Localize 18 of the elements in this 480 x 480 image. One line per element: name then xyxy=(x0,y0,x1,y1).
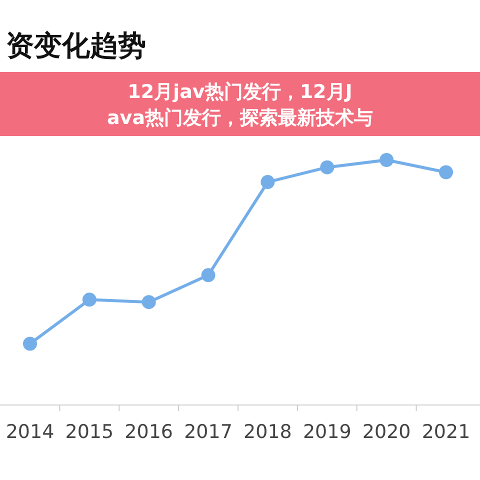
x-tick-label: 2018 xyxy=(244,421,292,443)
chart-title: 资变化趋势 xyxy=(6,29,146,62)
x-tick-label: 2014 xyxy=(6,421,54,443)
point xyxy=(380,153,394,167)
point xyxy=(142,295,156,310)
point xyxy=(82,292,96,307)
point xyxy=(23,336,37,351)
point xyxy=(439,165,453,180)
point xyxy=(260,175,275,190)
point xyxy=(320,160,334,174)
x-tick-label: 2016 xyxy=(124,421,174,443)
text: 12月jav热门发行，12月Java热门发行，探索最新技术与 xyxy=(106,81,374,129)
x-tick-label: 2021 xyxy=(422,421,470,443)
x-tick-label: 2015 xyxy=(65,421,114,443)
x-tick-label: 2017 xyxy=(184,421,232,443)
point xyxy=(201,268,216,282)
x-tick-label: 2019 xyxy=(302,421,352,443)
x-tick-label: 2020 xyxy=(362,421,411,443)
